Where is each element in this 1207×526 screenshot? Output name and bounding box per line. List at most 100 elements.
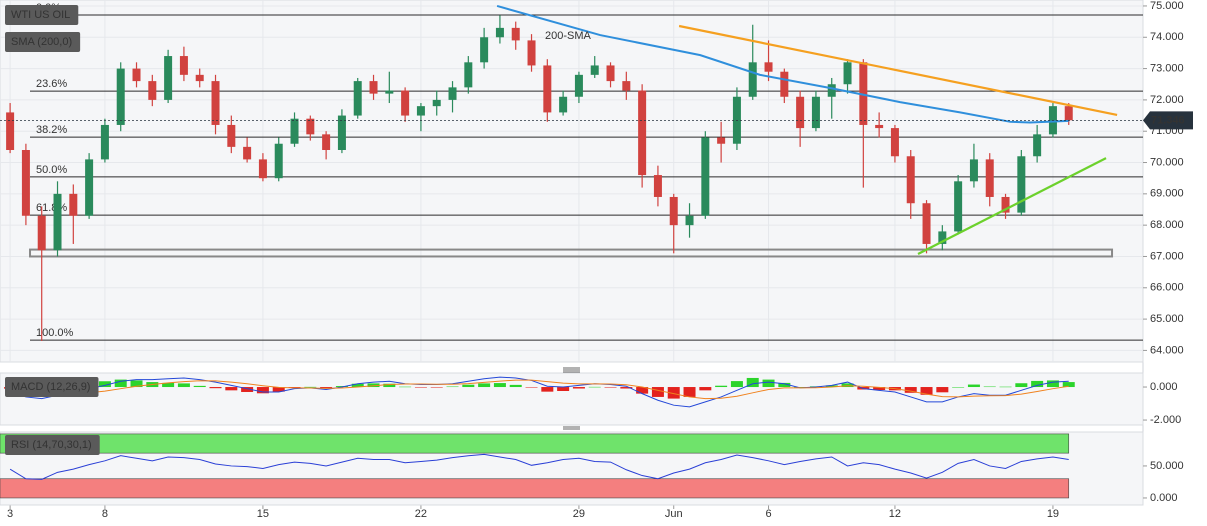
candle-body <box>985 159 994 197</box>
macd-histogram-bar <box>509 384 522 388</box>
macd-histogram-bar <box>114 379 127 388</box>
candle-body <box>622 81 631 91</box>
candle-body <box>448 87 457 100</box>
macd-histogram-bar <box>209 387 222 389</box>
legend-label: SMA (200,0) <box>11 36 72 48</box>
plot-background <box>0 0 1144 363</box>
macd-histogram-bar <box>794 387 807 388</box>
macd-histogram-bar <box>967 384 980 388</box>
candle-body <box>100 124 109 160</box>
macd-histogram-bar <box>557 387 570 391</box>
macd-histogram-bar <box>1015 383 1028 388</box>
candle-body <box>701 137 710 216</box>
x-tick-label: 19 <box>1047 508 1059 520</box>
last-price-label: 71.346 <box>1151 114 1185 126</box>
x-tick-label: 3 <box>7 508 13 520</box>
candle-body <box>1064 106 1073 121</box>
macd-histogram-bar <box>699 387 712 391</box>
candle-body <box>21 149 30 216</box>
plot-background <box>0 372 1144 426</box>
macd-histogram-bar <box>825 385 838 388</box>
x-tick-label: Jun <box>665 508 683 520</box>
fib-label: 23.6% <box>36 78 67 90</box>
candle-body <box>258 159 267 179</box>
macd-histogram-bar <box>478 383 491 388</box>
legend-label: RSI (14,70,30,1) <box>11 439 92 451</box>
candle-body <box>717 137 726 144</box>
macd-histogram-bar <box>746 377 759 388</box>
trend-line <box>678 24 1118 117</box>
candle-body <box>464 62 473 88</box>
candle-body <box>875 124 884 129</box>
macd-histogram-bar <box>715 385 728 388</box>
macd-histogram-bar <box>383 383 396 388</box>
macd-histogram-bar <box>651 387 664 397</box>
y-tick-label: 50.000 <box>1150 460 1184 472</box>
candle-body <box>353 81 362 116</box>
candle-body <box>116 68 125 125</box>
macd-histogram-bar <box>462 384 475 388</box>
y-tick-label: 64.000 <box>1150 344 1184 356</box>
sma-annotation: 200-SMA <box>545 30 592 42</box>
candle-body <box>685 215 694 226</box>
candle-body <box>559 96 568 113</box>
candle-body <box>606 65 615 82</box>
y-tick-label: 73.000 <box>1150 62 1184 74</box>
macd-histogram-bar <box>620 387 633 389</box>
candle-body <box>969 159 978 182</box>
candle-body <box>243 146 252 160</box>
candle-body <box>780 71 789 97</box>
macd-histogram-bar <box>730 381 743 388</box>
macd-histogram-bar <box>225 387 238 391</box>
macd-histogram-bar <box>636 387 649 394</box>
candle-body <box>385 90 394 94</box>
legend-box <box>5 377 99 397</box>
candle-body <box>954 181 963 232</box>
trend-line <box>917 157 1107 255</box>
fib-label: 100.0% <box>36 327 74 339</box>
fib-label: 38.2% <box>36 124 67 136</box>
macd-histogram-bar <box>1031 380 1044 388</box>
macd-histogram-bar <box>351 383 364 388</box>
macd-histogram-bar <box>904 387 917 393</box>
x-tick-label: 22 <box>415 508 427 520</box>
y-tick-label: 67.000 <box>1150 250 1184 262</box>
macd-line <box>10 379 1069 400</box>
candle-body <box>132 68 141 82</box>
candle-body <box>164 56 173 100</box>
macd-histogram-bar <box>446 386 459 388</box>
macd-histogram-bar <box>1062 382 1075 388</box>
x-tick-label: 8 <box>102 508 108 520</box>
support-zone <box>29 248 1114 258</box>
candle-body <box>369 81 378 94</box>
candle-body <box>148 81 157 100</box>
macd-histogram-bar <box>430 387 443 388</box>
macd-histogram-bar <box>873 387 886 391</box>
candle-body <box>574 74 583 97</box>
macd-histogram-bar <box>541 387 554 392</box>
candle-body <box>179 56 188 75</box>
candle-body <box>811 96 820 129</box>
macd-histogram-bar <box>414 387 427 388</box>
rsi-band <box>0 433 1070 454</box>
candle-body <box>890 128 899 157</box>
candle-body <box>69 193 78 216</box>
macd-histogram-bar <box>162 382 175 388</box>
candle-body <box>827 84 836 97</box>
macd-histogram-bar <box>778 382 791 388</box>
macd-histogram-bar <box>952 387 965 388</box>
y-tick-label: 75.000 <box>1150 0 1184 12</box>
candle-body <box>85 159 94 216</box>
candle-body <box>322 134 331 150</box>
macd-histogram-bar <box>936 387 949 393</box>
macd-histogram-bar <box>98 381 111 388</box>
candle-body <box>938 231 947 244</box>
candle-body <box>653 175 662 197</box>
x-tick-label: 12 <box>889 508 901 520</box>
macd-histogram-bar <box>683 387 696 397</box>
candle-body <box>906 156 915 204</box>
candle-body <box>37 215 46 251</box>
y-tick-label: 0.000 <box>1150 492 1178 504</box>
candle-body <box>1033 134 1042 157</box>
y-tick-label: 65.000 <box>1150 313 1184 325</box>
